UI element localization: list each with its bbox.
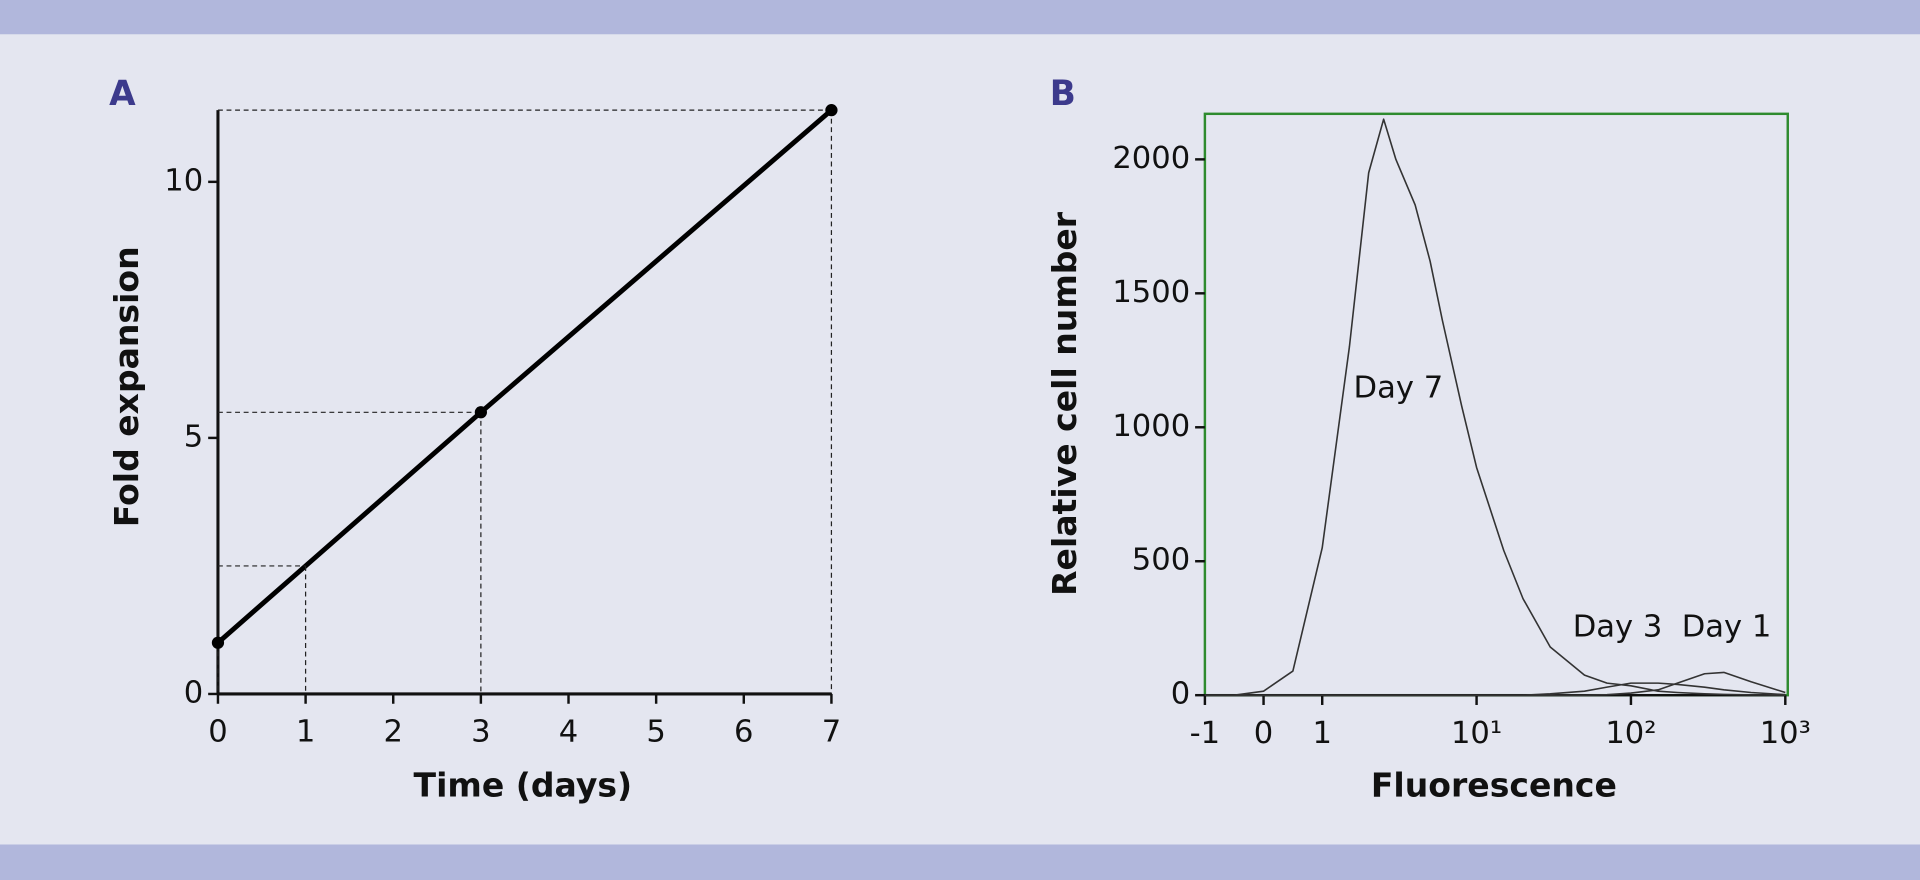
y-axis-title: Relative cell number [1045,211,1084,596]
x-tick-label: 0 [1254,716,1273,751]
data-line [216,108,834,645]
x-axis-title: Fluorescence [1371,765,1617,804]
y-axis-title: Fold expansion [107,246,146,527]
series-label: Day 3 [1573,609,1663,644]
x-tick-label: 7 [822,715,841,750]
data-line [1204,671,1786,696]
data-point [474,406,487,419]
series-label: Day 7 [1354,371,1444,406]
y-tick-label: 2000 [1112,141,1190,176]
x-tick-label: 1 [296,715,315,750]
x-tick-label: -1 [1190,716,1221,751]
x-tick-label: 3 [471,715,490,750]
data-line [1204,118,1786,696]
x-tick-label: 10³ [1760,716,1811,751]
top-band [0,0,1920,35]
x-tick-label: 10² [1605,716,1656,751]
y-tick-label: 0 [1171,677,1190,712]
y-tick-label: 500 [1132,543,1190,578]
series-label: Day 1 [1682,609,1772,644]
panel-label: B [1050,74,1076,114]
bottom-band [0,844,1920,880]
y-tick-label: 1500 [1112,275,1190,310]
y-tick-label: 10 [164,163,203,198]
plot-frame [1203,112,1789,697]
x-tick-label: 1 [1312,716,1331,751]
x-axis-title: Time (days) [414,765,633,804]
x-tick-label: 0 [208,715,227,750]
y-tick-label: 1000 [1112,409,1190,444]
x-tick-label: 5 [646,715,665,750]
panel-label: A [109,74,136,114]
y-tick-label: 0 [184,675,203,710]
data-point [211,636,225,649]
x-tick-label: 4 [559,715,578,750]
data-point [825,104,838,117]
y-tick-label: 5 [184,419,203,454]
x-tick-label: 10¹ [1451,716,1502,751]
x-tick-label: 2 [383,715,402,750]
x-tick-label: 6 [734,715,753,750]
